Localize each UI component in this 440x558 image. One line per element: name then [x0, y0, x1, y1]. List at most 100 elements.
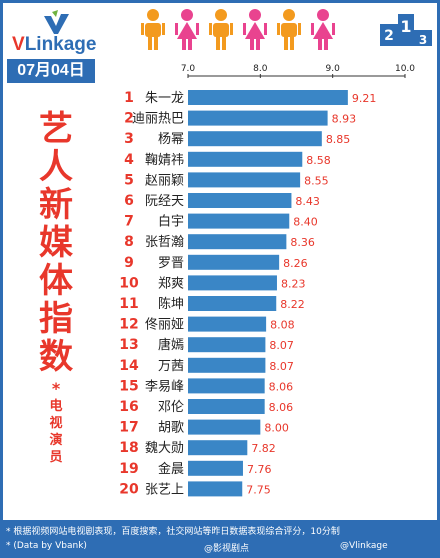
- rank-label: 7: [124, 214, 134, 230]
- value-label: 8.43: [295, 195, 320, 208]
- bar: [188, 131, 322, 147]
- bar: [188, 172, 301, 188]
- bar: [188, 213, 290, 229]
- person-icon: [311, 9, 335, 50]
- value-label: 9.21: [352, 92, 377, 105]
- category-label: 胡歌: [158, 421, 184, 436]
- logo-text-rest: Linkage: [24, 34, 97, 55]
- svg-text:3: 3: [419, 33, 427, 46]
- category-label: 魏大勋: [145, 441, 184, 456]
- rank-label: 2: [124, 111, 134, 127]
- logo-text: VLinkage: [12, 34, 97, 56]
- side-title: 艺人新媒体指数 * 电视演员: [36, 110, 76, 466]
- footer-source: * (Data by Vbank): [6, 541, 87, 551]
- value-label: 8.93: [332, 113, 357, 126]
- rank-label: 15: [119, 378, 138, 394]
- svg-text:2: 2: [384, 28, 394, 44]
- bar: [188, 316, 267, 332]
- podium-icon: 2 1 3: [380, 14, 432, 46]
- side-title-char: 人: [39, 147, 73, 187]
- person-icon: [277, 9, 301, 50]
- value-label: 8.07: [269, 339, 294, 352]
- footer-note: * 根据视频网站电视剧表现，百度搜索，社交网站等昨日数据表现综合评分，10分制: [6, 527, 340, 537]
- logo-letter-v: V: [12, 34, 25, 55]
- bar: [188, 460, 243, 476]
- value-label: 8.07: [269, 360, 294, 373]
- person-icon: [243, 9, 267, 50]
- category-label: 朱一龙: [145, 91, 184, 106]
- bar: [188, 378, 265, 394]
- value-label: 8.00: [264, 422, 289, 435]
- side-subtitle-char: 视: [49, 416, 63, 431]
- rank-label: 14: [119, 358, 139, 374]
- side-title-char: 媒: [39, 223, 73, 263]
- side-subtitle-char: 电: [49, 399, 63, 414]
- person-icon: [209, 9, 233, 50]
- value-label: 8.08: [270, 319, 295, 332]
- side-subtitle-char: 员: [49, 450, 63, 465]
- rank-label: 13: [119, 337, 138, 353]
- rank-label: 10: [119, 275, 139, 291]
- category-label: 万茜: [158, 359, 184, 374]
- bar: [188, 254, 280, 270]
- category-label: 阮经天: [145, 194, 184, 209]
- footer: * 根据视频网站电视剧表现，百度搜索，社交网站等昨日数据表现综合评分，10分制 …: [0, 520, 440, 558]
- x-tick-label: 10.0: [395, 64, 415, 74]
- bar: [188, 357, 266, 373]
- value-label: 8.26: [283, 257, 308, 270]
- side-subtitle-char: 演: [49, 433, 63, 448]
- category-label: 罗晋: [158, 256, 184, 271]
- category-label: 张艺上: [145, 482, 184, 497]
- x-tick-label: 9.0: [326, 64, 341, 74]
- bar: [188, 90, 348, 105]
- rank-label: 20: [119, 481, 139, 497]
- rank-label: 16: [119, 399, 138, 415]
- value-label: 8.40: [293, 216, 318, 229]
- category-label: 杨幂: [158, 132, 184, 147]
- value-label: 7.76: [247, 463, 272, 476]
- rank-label: 4: [124, 152, 134, 168]
- value-label: 8.58: [306, 154, 331, 167]
- category-label: 邓伦: [158, 400, 184, 415]
- value-label: 8.06: [269, 401, 294, 414]
- weibo-handle-1: @影视剧点: [204, 544, 250, 554]
- category-label: 李易峰: [145, 379, 184, 394]
- value-label: 7.82: [251, 442, 276, 455]
- rank-label: 11: [119, 296, 138, 312]
- side-title-star: *: [51, 379, 61, 398]
- bar: [188, 419, 261, 435]
- value-label: 8.06: [269, 380, 294, 393]
- value-label: 8.55: [304, 174, 329, 187]
- value-label: 8.85: [326, 133, 351, 146]
- person-icon: [175, 9, 199, 50]
- rank-label: 3: [124, 131, 134, 147]
- logo-mark-icon: [44, 10, 69, 34]
- rank-label: 18: [119, 440, 138, 456]
- side-title-char: 新: [39, 185, 73, 225]
- category-label: 金晨: [158, 461, 184, 477]
- rank-label: 1: [124, 90, 134, 106]
- category-label: 郑爽: [158, 276, 184, 291]
- svg-text:1: 1: [400, 17, 411, 36]
- value-label: 7.75: [246, 483, 271, 496]
- category-label: 白宇: [158, 214, 184, 230]
- value-label: 8.23: [281, 277, 306, 290]
- category-label: 赵丽颖: [145, 173, 184, 188]
- value-label: 8.36: [290, 236, 315, 249]
- value-label: 8.22: [280, 298, 305, 311]
- rank-label: 5: [124, 172, 134, 188]
- side-title-char: 数: [39, 337, 73, 377]
- side-title-char: 体: [39, 261, 73, 301]
- rank-label: 17: [119, 420, 138, 436]
- bar: [188, 481, 243, 497]
- bar: [188, 440, 248, 456]
- rank-label: 6: [124, 193, 134, 209]
- category-label: 鞠婧祎: [145, 153, 184, 168]
- rank-label: 9: [124, 255, 134, 271]
- rank-label: 19: [119, 461, 138, 477]
- rank-label: 12: [119, 317, 138, 333]
- rank-label: 8: [124, 234, 134, 250]
- side-title-char: 艺: [39, 109, 73, 149]
- bar: [188, 193, 292, 208]
